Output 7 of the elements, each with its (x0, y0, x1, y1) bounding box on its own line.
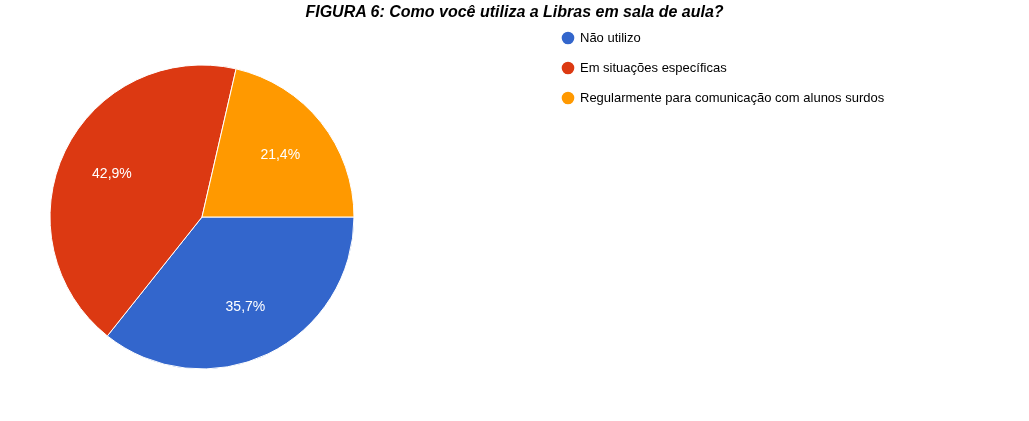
legend-label: Não utilizo (580, 30, 641, 45)
legend-label: Em situações específicas (580, 60, 728, 75)
data-label: 42,9% (92, 164, 132, 181)
data-label: 21,4% (260, 145, 301, 162)
data-label: 35,7% (225, 298, 266, 315)
chart-title: FIGURA 6: Como você utiliza a Libras em sala de aula? (305, 3, 724, 20)
legend-label: Regularmente para comunicação com alunos surdos (580, 90, 885, 105)
